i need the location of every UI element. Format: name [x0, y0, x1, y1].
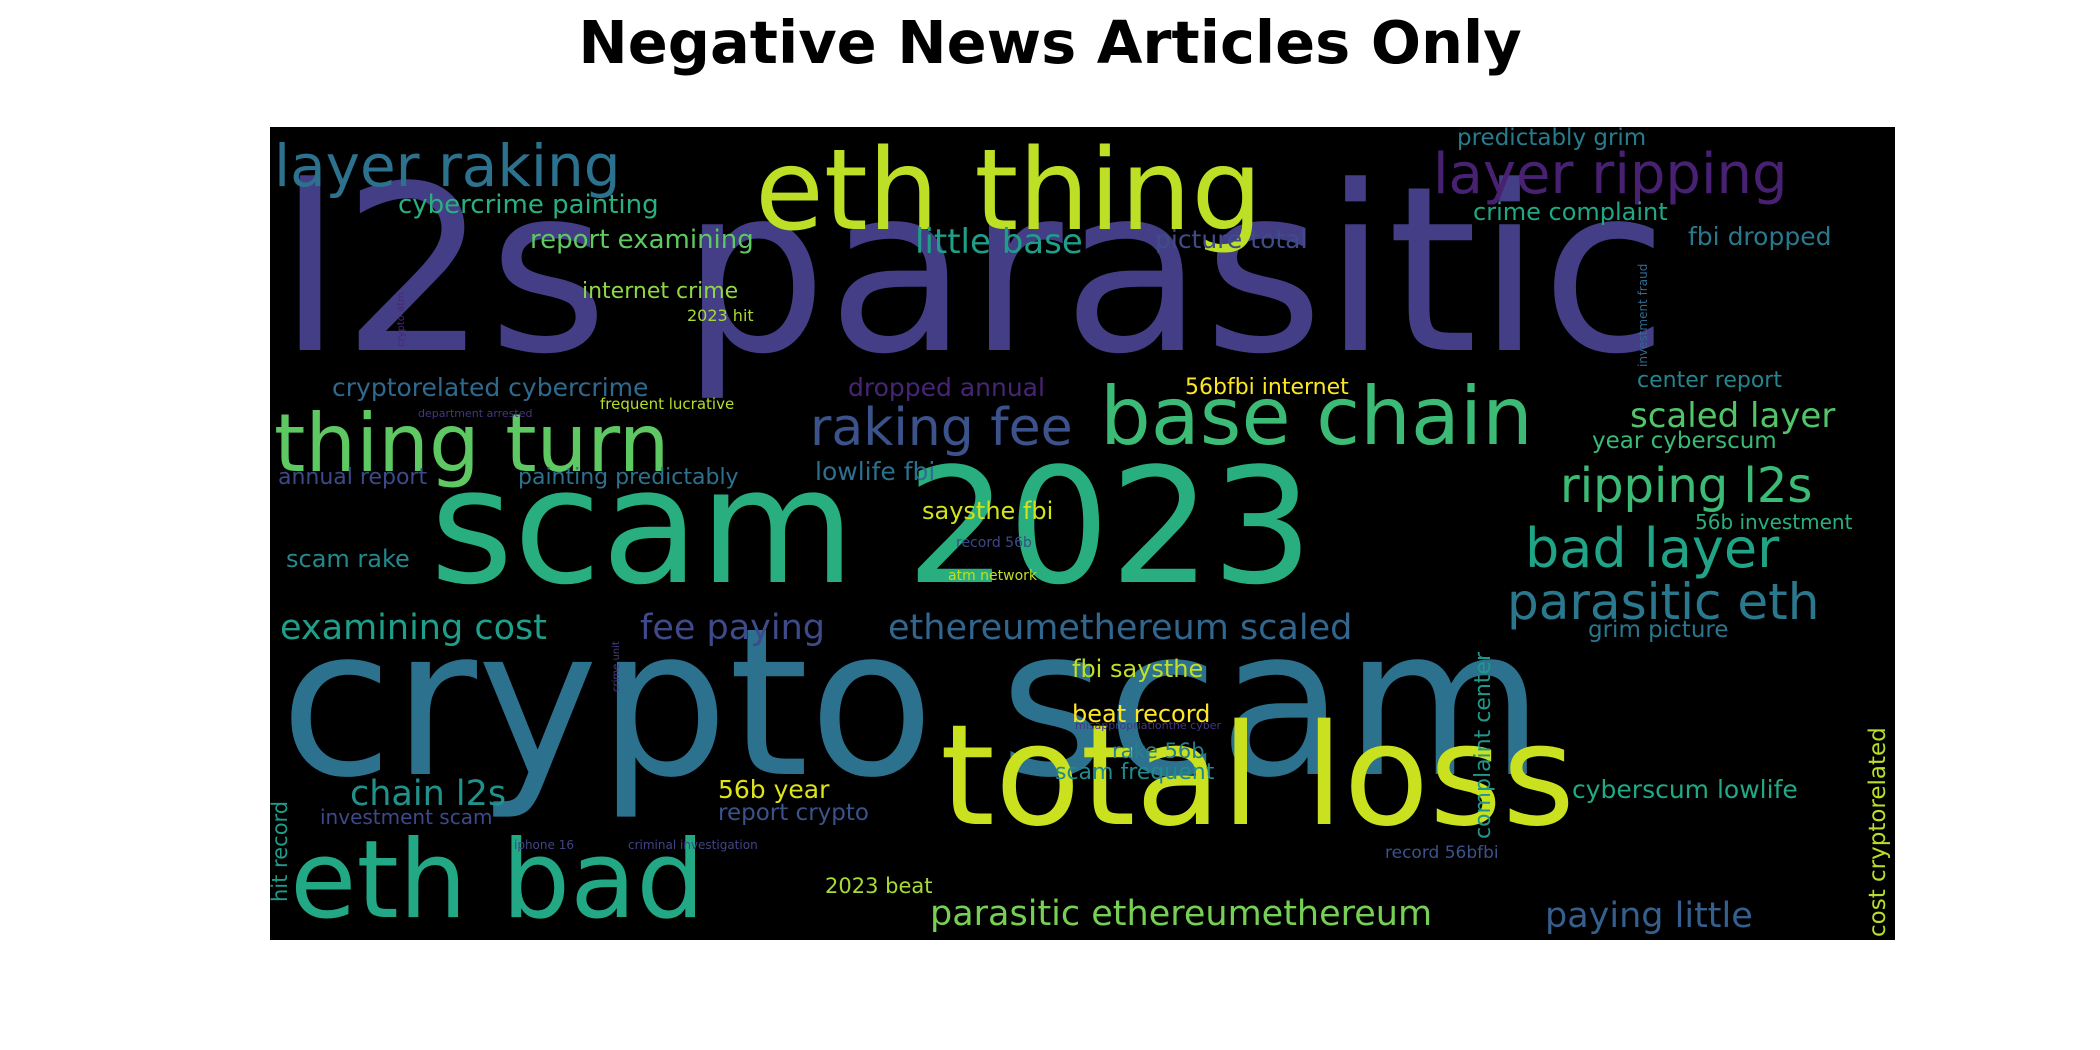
word-8: layer raking: [274, 132, 621, 200]
word-49: investment scam: [320, 805, 493, 829]
word-2: scam 2023: [430, 433, 1314, 620]
word-3: total loss: [940, 695, 1576, 858]
word-1: crypto scam: [280, 585, 1545, 823]
word-61: hit record: [270, 800, 292, 902]
word-cloud: l2s parasitic crypto scam scam 2023 tota…: [270, 127, 1895, 940]
word-9: layer ripping: [1433, 142, 1788, 207]
word-23: report examining: [530, 225, 754, 255]
word-30: crime complaint: [1473, 198, 1668, 226]
word-19: parasitic ethereumethereum: [930, 894, 1433, 934]
word-31: fbi dropped: [1688, 222, 1832, 251]
word-64: crime unit: [611, 641, 622, 692]
word-34: year cyberscum: [1592, 428, 1777, 454]
word-58: criminal investigation: [628, 838, 758, 852]
word-47: 56b year: [718, 775, 830, 804]
word-24: cryptorelated cybercrime: [332, 373, 649, 402]
word-15: little base: [915, 222, 1083, 262]
word-32: picture total: [1155, 225, 1308, 254]
word-33: center report: [1637, 368, 1782, 393]
word-59: complaint center: [1471, 652, 1496, 839]
word-40: scam rake: [286, 545, 410, 573]
word-0: l2s parasitic: [278, 138, 1668, 405]
word-44: rake 56b: [1112, 739, 1205, 763]
word-29: predictably grim: [1457, 127, 1647, 151]
word-20: paying little: [1545, 896, 1753, 936]
word-48: report crypto: [718, 800, 869, 826]
word-50: 2023 beat: [825, 874, 933, 898]
word-25: internet crime: [582, 279, 739, 304]
word-21: chain l2s: [350, 774, 507, 814]
word-6: thing turn: [274, 397, 670, 490]
word-11: ripping l2s: [1560, 458, 1813, 514]
word-45: scam frequent: [1055, 760, 1215, 785]
word-4: eth thing: [755, 127, 1263, 256]
word-42: fbi saysthe: [1072, 655, 1204, 683]
word-51: record 56bfbi: [1385, 843, 1499, 863]
word-53: frequent lucrative: [600, 395, 735, 413]
word-28: 56bfbi internet: [1185, 375, 1349, 400]
word-10: raking fee: [810, 398, 1073, 458]
word-12: bad layer: [1525, 517, 1780, 580]
word-35: annual report: [278, 465, 428, 490]
word-63: investment fraud: [1636, 263, 1650, 367]
word-62: crypto atm: [396, 292, 407, 347]
word-17: ethereumethereum scaled: [888, 608, 1353, 648]
word-22: cybercrime painting: [398, 190, 659, 220]
word-60: cost cryptorelated: [1865, 727, 1891, 937]
word-26: 2023 hit: [687, 306, 754, 325]
chart-title: Negative News Articles Only: [578, 8, 1522, 77]
word-7: base chain: [1100, 370, 1533, 463]
word-41: grim picture: [1588, 617, 1729, 643]
word-5: eth bad: [290, 818, 705, 940]
word-39: 56b investment: [1695, 510, 1853, 534]
word-38: saysthe fbi: [922, 497, 1054, 525]
word-43: beat record: [1072, 700, 1211, 728]
word-14: scaled layer: [1630, 396, 1836, 436]
word-16: fee paying: [640, 608, 826, 648]
word-36: painting predictably: [518, 465, 739, 490]
word-54: record 56b: [956, 535, 1032, 551]
word-52: department arrested: [418, 407, 533, 420]
word-13: parasitic eth: [1507, 573, 1820, 631]
word-27: dropped annual: [848, 373, 1045, 402]
word-57: iphone 16: [514, 838, 574, 852]
word-56: misappropriationthe cyber: [1075, 719, 1221, 732]
word-18: examining cost: [280, 608, 547, 648]
word-37: lowlife fbi: [815, 457, 936, 486]
word-55: atm network: [948, 568, 1038, 584]
word-46: cyberscum lowlife: [1572, 775, 1798, 804]
